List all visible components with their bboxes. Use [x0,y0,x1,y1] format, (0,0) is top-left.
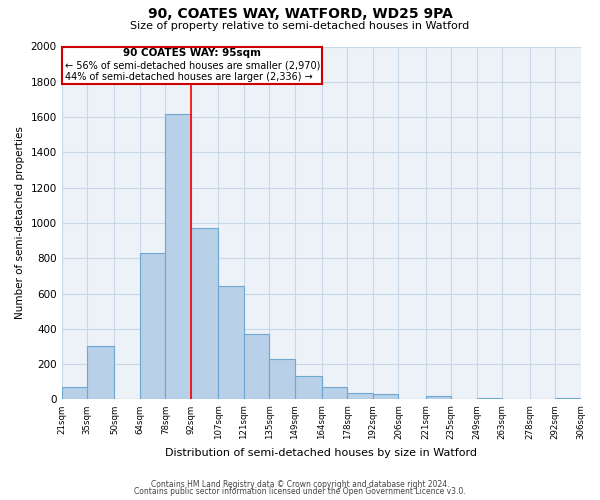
Bar [426,396,451,400]
Bar [555,398,581,400]
Bar [295,376,322,400]
Y-axis label: Number of semi-detached properties: Number of semi-detached properties [15,126,25,320]
Bar [218,286,244,400]
Bar [62,387,87,400]
X-axis label: Distribution of semi-detached houses by size in Watford: Distribution of semi-detached houses by … [165,448,477,458]
Bar [347,394,373,400]
Text: Contains HM Land Registry data © Crown copyright and database right 2024.: Contains HM Land Registry data © Crown c… [151,480,449,489]
Bar [373,394,398,400]
Text: Contains public sector information licensed under the Open Government Licence v3: Contains public sector information licen… [134,487,466,496]
Bar [87,346,115,400]
FancyBboxPatch shape [62,46,322,84]
Bar [322,387,347,400]
Text: Size of property relative to semi-detached houses in Watford: Size of property relative to semi-detach… [130,21,470,31]
Bar [140,253,166,400]
Bar [244,334,269,400]
Bar [269,359,295,400]
Text: 90, COATES WAY, WATFORD, WD25 9PA: 90, COATES WAY, WATFORD, WD25 9PA [148,8,452,22]
Text: ← 56% of semi-detached houses are smaller (2,970): ← 56% of semi-detached houses are smalle… [65,60,320,70]
Text: 90 COATES WAY: 95sqm: 90 COATES WAY: 95sqm [123,48,261,58]
Bar [166,114,191,400]
Text: 44% of semi-detached houses are larger (2,336) →: 44% of semi-detached houses are larger (… [65,72,313,82]
Bar [191,228,218,400]
Bar [477,398,502,400]
